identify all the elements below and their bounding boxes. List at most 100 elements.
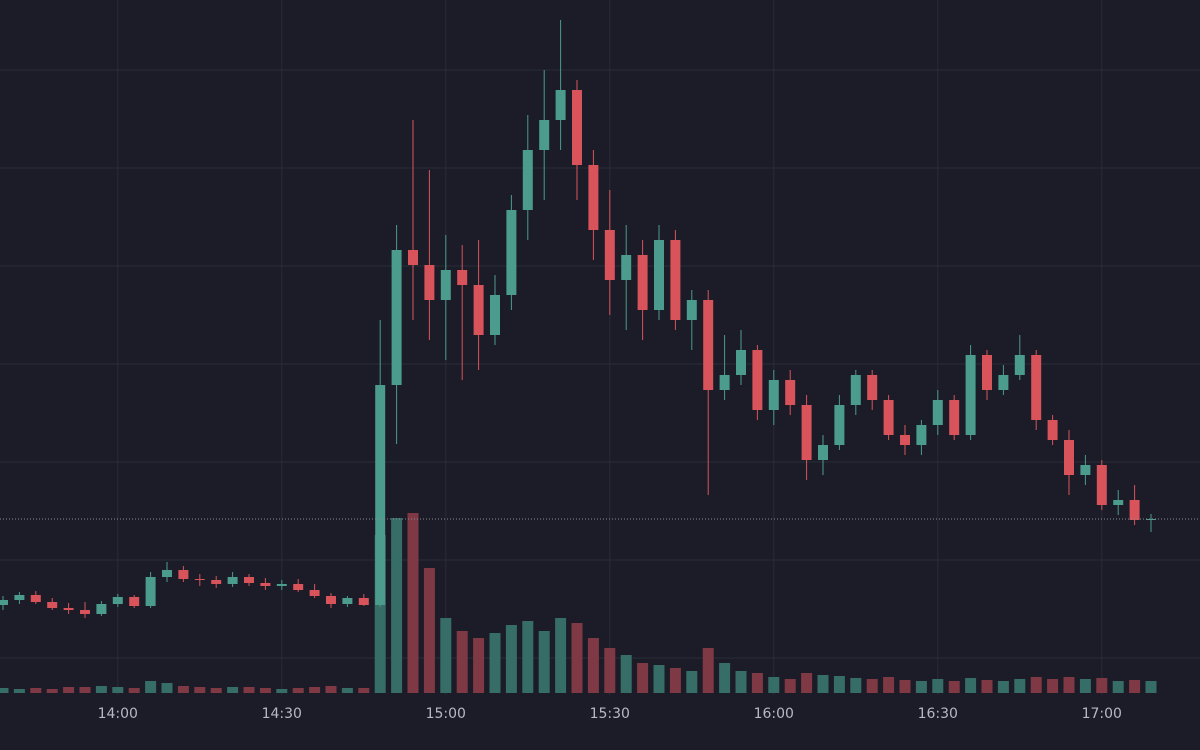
candle-body — [1031, 355, 1042, 420]
volume-bar — [489, 633, 501, 693]
volume-bar — [473, 638, 485, 693]
volume-bar — [1145, 681, 1157, 693]
candle-body — [293, 584, 304, 590]
candle-body — [686, 300, 697, 320]
candle-body — [1047, 420, 1058, 440]
volume-bar — [440, 618, 452, 693]
candle-body — [801, 405, 812, 460]
candle-body — [572, 90, 582, 165]
candle-body — [211, 580, 222, 584]
volume-bar — [1112, 681, 1124, 693]
candle-body — [965, 355, 976, 435]
candle-body — [818, 445, 828, 460]
candle-body — [982, 355, 992, 390]
volume-bar — [63, 687, 75, 693]
volume-bar — [784, 679, 796, 693]
candle-body — [112, 597, 123, 604]
candle-body — [457, 270, 468, 285]
volume-bar — [325, 686, 337, 693]
volume-bar — [391, 518, 403, 693]
volume-bar — [768, 677, 780, 693]
volume-bar — [161, 683, 173, 693]
candle-body — [998, 375, 1009, 390]
candle-body — [326, 596, 336, 604]
volume-bar — [95, 686, 107, 693]
candle-body — [276, 584, 287, 586]
candle-body — [670, 240, 681, 320]
candle-body — [375, 385, 386, 605]
volume-bar — [177, 686, 189, 693]
candle-body — [1064, 440, 1074, 475]
candle-body — [883, 400, 894, 435]
volume-bar — [899, 680, 911, 693]
volume-bar — [850, 678, 862, 693]
candle-body — [834, 405, 845, 445]
volume-bar — [1129, 680, 1141, 693]
volume-bar — [637, 663, 649, 693]
candle-body — [424, 265, 435, 300]
candle-body — [309, 590, 320, 596]
candle-body — [654, 240, 664, 310]
x-tick-label: 15:30 — [590, 706, 630, 722]
volume-bar — [801, 673, 813, 693]
volume-bar — [1079, 679, 1091, 693]
volume-bar — [112, 687, 124, 693]
volume-bar — [538, 631, 550, 693]
candle-body — [555, 90, 566, 120]
volume-bar — [883, 677, 895, 693]
candle-body — [949, 400, 960, 435]
volume-bar — [866, 679, 878, 693]
candle-body — [588, 165, 599, 230]
candle-body — [47, 602, 58, 608]
volume-bar — [423, 568, 435, 693]
volume-bar — [358, 688, 370, 693]
volume-bar — [309, 687, 321, 693]
candle-body — [178, 570, 189, 579]
volume-bar — [341, 688, 353, 693]
volume-bar — [948, 681, 960, 693]
volume-bar — [653, 665, 665, 693]
volume-bar — [30, 688, 42, 693]
volume-bar — [292, 688, 304, 693]
volume-bar — [522, 621, 534, 693]
candle-body — [1080, 465, 1091, 475]
candle-body — [145, 577, 156, 606]
candle-body — [604, 230, 615, 280]
volume-bar — [981, 680, 993, 693]
candle-body — [14, 595, 25, 600]
candle-body — [80, 610, 90, 614]
volume-bar — [46, 689, 58, 693]
volume-bar — [276, 689, 288, 693]
volume-bar — [571, 623, 583, 693]
volume-bar — [128, 688, 140, 693]
volume-bar — [965, 678, 977, 693]
candle-body — [260, 583, 271, 586]
candle-body — [867, 375, 878, 400]
candle-body — [916, 425, 927, 445]
candle-body — [194, 579, 205, 580]
volume-bar — [79, 687, 91, 693]
candle-body — [227, 577, 238, 584]
candle-body — [522, 150, 533, 210]
volume-bar — [719, 663, 731, 693]
volume-bar — [145, 681, 157, 693]
candle-body — [1096, 465, 1107, 505]
volume-bar — [259, 688, 271, 693]
x-tick-label: 16:30 — [918, 706, 958, 722]
price-pane — [0, 20, 1200, 618]
candle-body — [1129, 500, 1140, 520]
volume-bar — [587, 638, 599, 693]
candle-body — [621, 255, 632, 280]
candle-body — [539, 120, 550, 150]
candle-body — [703, 300, 714, 390]
volume-bar — [669, 668, 681, 693]
volume-bar — [194, 687, 206, 693]
candle-body — [719, 375, 730, 390]
candle-body — [358, 598, 369, 605]
volume-bar — [210, 688, 222, 693]
candle-body — [0, 600, 8, 605]
candle-body — [473, 285, 484, 335]
x-tick-label: 14:30 — [262, 706, 302, 722]
volume-bar — [833, 676, 845, 693]
